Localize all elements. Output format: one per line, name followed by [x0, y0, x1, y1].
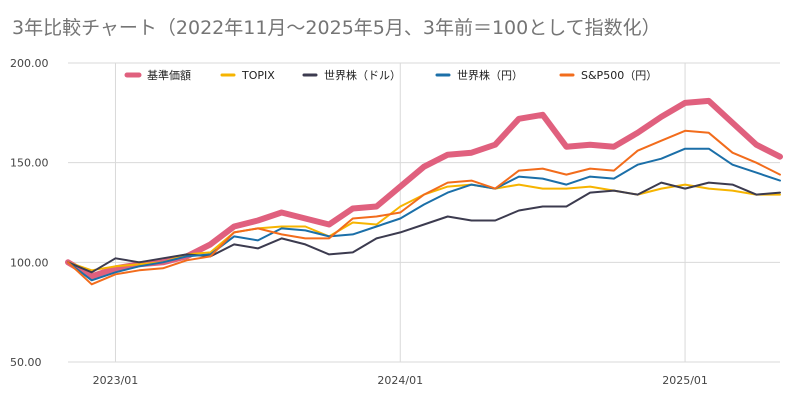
- chart-title: 3年比較チャート（2022年11月〜2025年5月、3年前＝100として指数化）: [12, 17, 661, 39]
- legend-label: 基準価額: [147, 68, 191, 82]
- y-tick-label: 150.00: [10, 157, 49, 170]
- legend-label: TOPIX: [241, 69, 275, 82]
- legend-label: 世界株（円）: [457, 68, 523, 82]
- y-tick-label: 100.00: [10, 256, 49, 269]
- y-tick-label: 200.00: [10, 57, 49, 70]
- axes: 50.00 100.00 150.00 200.00 2023/01 2024/01 202…: [10, 57, 708, 387]
- series-line: [67, 129, 781, 286]
- legend-label: S&P500（円）: [581, 69, 657, 82]
- series-line: [67, 147, 781, 282]
- series-line: [67, 183, 781, 272]
- plot-area: [65, 97, 783, 286]
- y-tick-label: 50.00: [10, 356, 42, 369]
- x-tick-label: 2025/01: [662, 374, 708, 387]
- x-tick-label: 2023/01: [93, 374, 139, 387]
- legend: 基準価額 TOPIX 世界株（ドル） 世界株（円） S&P500（円）: [124, 68, 657, 82]
- x-tick-label: 2024/01: [377, 374, 423, 387]
- series-line: [67, 181, 781, 274]
- legend-label: 世界株（ドル）: [324, 68, 401, 82]
- series-line: [65, 97, 783, 280]
